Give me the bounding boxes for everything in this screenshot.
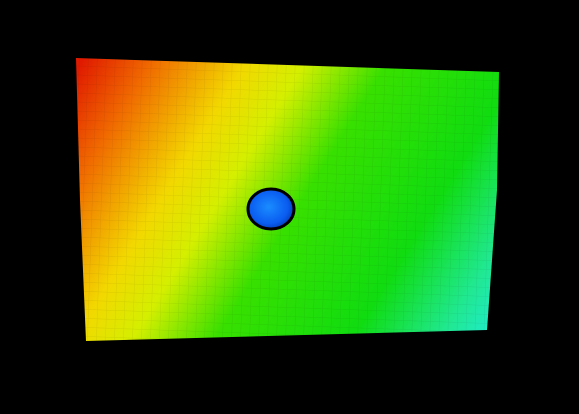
depression <box>246 187 296 231</box>
